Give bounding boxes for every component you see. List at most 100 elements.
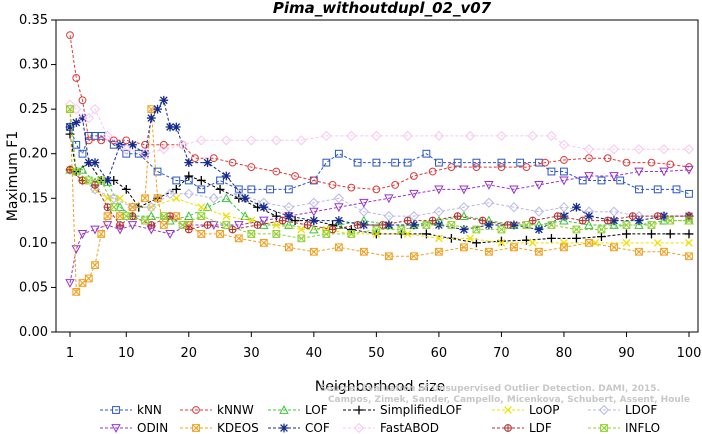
data-point <box>284 243 293 252</box>
data-point <box>684 229 694 239</box>
data-point <box>259 238 268 247</box>
data-point <box>541 158 550 167</box>
data-point <box>522 221 531 229</box>
data-point <box>483 197 495 208</box>
legend-item: kNN <box>100 403 162 417</box>
data-point <box>347 183 356 192</box>
data-point <box>122 149 131 158</box>
data-point <box>647 221 656 229</box>
data-point <box>308 197 319 208</box>
watermark-line-2: Campos, Zimek, Sander, Campello, Micenko… <box>328 395 690 405</box>
data-point <box>209 154 218 163</box>
data-point <box>659 211 669 221</box>
data-point <box>278 216 287 225</box>
legend-marker <box>192 424 200 432</box>
data-point <box>672 185 681 194</box>
y-tick-label: 0.00 <box>19 325 48 340</box>
data-point <box>197 203 206 212</box>
data-point <box>609 172 619 181</box>
data-point <box>560 243 568 252</box>
data-point <box>583 144 595 155</box>
y-tick-label: 0.10 <box>19 236 48 251</box>
series-fastabod <box>64 99 695 159</box>
data-point <box>141 140 149 149</box>
watermark-line-1: Source: Evaluation of Unsupervised Outli… <box>320 384 660 394</box>
x-tick-label: 70 <box>493 346 510 361</box>
data-point <box>66 165 74 174</box>
data-point <box>433 206 445 217</box>
data-point <box>572 234 581 243</box>
y-tick-label: 0.35 <box>19 13 48 28</box>
data-point <box>459 211 469 221</box>
data-point <box>496 130 507 141</box>
legend-marker <box>598 404 610 416</box>
data-point <box>497 163 506 171</box>
data-point <box>309 247 318 256</box>
data-point <box>284 211 294 221</box>
legend-item: KDEOS <box>180 421 259 434</box>
data-point <box>97 176 106 185</box>
data-point <box>221 171 231 181</box>
data-point <box>434 247 443 256</box>
data-point <box>221 135 232 146</box>
data-point <box>127 221 138 230</box>
x-tick-label: 20 <box>181 346 198 361</box>
data-point <box>233 188 244 199</box>
data-point <box>215 184 225 194</box>
data-point <box>165 215 175 225</box>
data-point <box>559 215 569 225</box>
data-point <box>65 279 75 288</box>
data-point <box>234 185 243 194</box>
data-point <box>178 140 187 149</box>
legend-label: LDF <box>529 421 552 434</box>
legend-label: LoOP <box>529 403 560 417</box>
data-point <box>271 135 282 146</box>
data-point <box>685 252 693 261</box>
legend-label: LDOF <box>625 403 657 417</box>
data-point <box>90 158 100 168</box>
data-point <box>685 216 693 225</box>
data-point <box>359 220 369 230</box>
series-line <box>69 169 690 284</box>
data-point <box>622 238 631 247</box>
data-point <box>447 163 456 171</box>
data-point <box>478 216 487 225</box>
legend-item: LDF <box>492 421 552 434</box>
data-point <box>516 158 525 167</box>
data-point <box>685 238 693 247</box>
legend-label: FastABOD <box>380 421 439 434</box>
data-point <box>203 221 212 229</box>
data-point <box>347 230 356 238</box>
data-point <box>72 74 81 82</box>
data-point <box>609 216 619 225</box>
data-point <box>547 234 556 243</box>
data-point <box>610 243 618 252</box>
data-point <box>359 247 368 256</box>
data-point <box>271 211 281 221</box>
series-line <box>69 35 690 190</box>
y-tick-label: 0.20 <box>19 147 48 162</box>
watermark: Source: Evaluation of Unsupervised Outli… <box>320 384 690 405</box>
data-point <box>128 140 137 150</box>
data-point <box>203 158 212 168</box>
data-point <box>559 176 569 186</box>
data-point <box>391 158 400 167</box>
data-point <box>146 113 156 123</box>
series-odin <box>65 165 694 288</box>
data-point <box>603 154 612 163</box>
data-point <box>603 216 612 225</box>
data-point <box>139 148 151 159</box>
data-point <box>222 212 231 220</box>
data-point <box>359 198 369 208</box>
series-layer <box>64 31 695 296</box>
data-point <box>165 122 175 132</box>
data-point <box>272 221 281 229</box>
legend-marker <box>504 406 512 414</box>
data-point <box>240 193 250 203</box>
data-point <box>290 216 300 225</box>
x-tick-label: 50 <box>368 346 385 361</box>
data-point <box>141 194 149 203</box>
data-point <box>527 130 538 141</box>
data-point <box>384 194 394 204</box>
data-point <box>328 225 337 234</box>
